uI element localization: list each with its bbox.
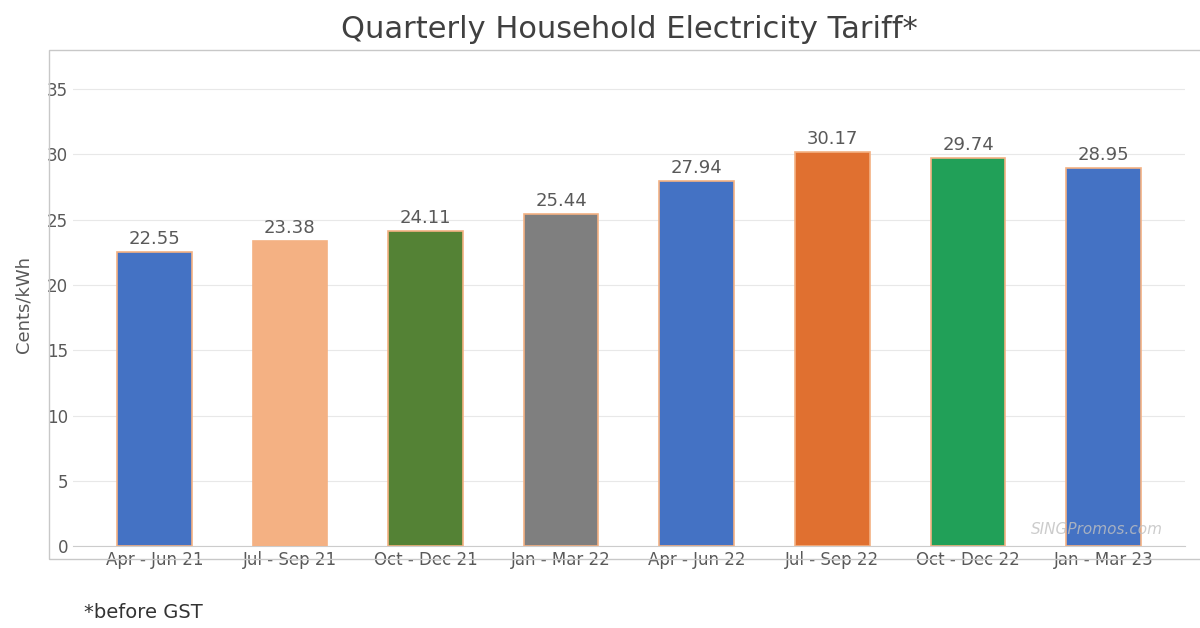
Bar [931,158,1006,546]
Text: 27.94: 27.94 [671,160,722,177]
Bar [116,252,192,546]
Bar [1067,168,1141,546]
Bar [660,181,734,546]
Text: 24.11: 24.11 [400,209,451,227]
Title: Quarterly Household Electricity Tariff*: Quarterly Household Electricity Tariff* [341,15,917,44]
Text: 23.38: 23.38 [264,219,316,237]
Text: *before GST: *before GST [84,603,203,622]
Text: 29.74: 29.74 [942,136,994,154]
Bar [524,214,599,546]
Bar [389,231,463,546]
Text: SINGPromos.com: SINGPromos.com [1031,521,1163,536]
Text: 22.55: 22.55 [128,230,180,248]
Bar [252,241,328,546]
Text: 25.44: 25.44 [535,192,587,210]
Bar [796,152,870,546]
Text: 28.95: 28.95 [1078,146,1129,164]
Text: 30.17: 30.17 [806,130,858,148]
Y-axis label: Cents/kWh: Cents/kWh [14,256,32,353]
